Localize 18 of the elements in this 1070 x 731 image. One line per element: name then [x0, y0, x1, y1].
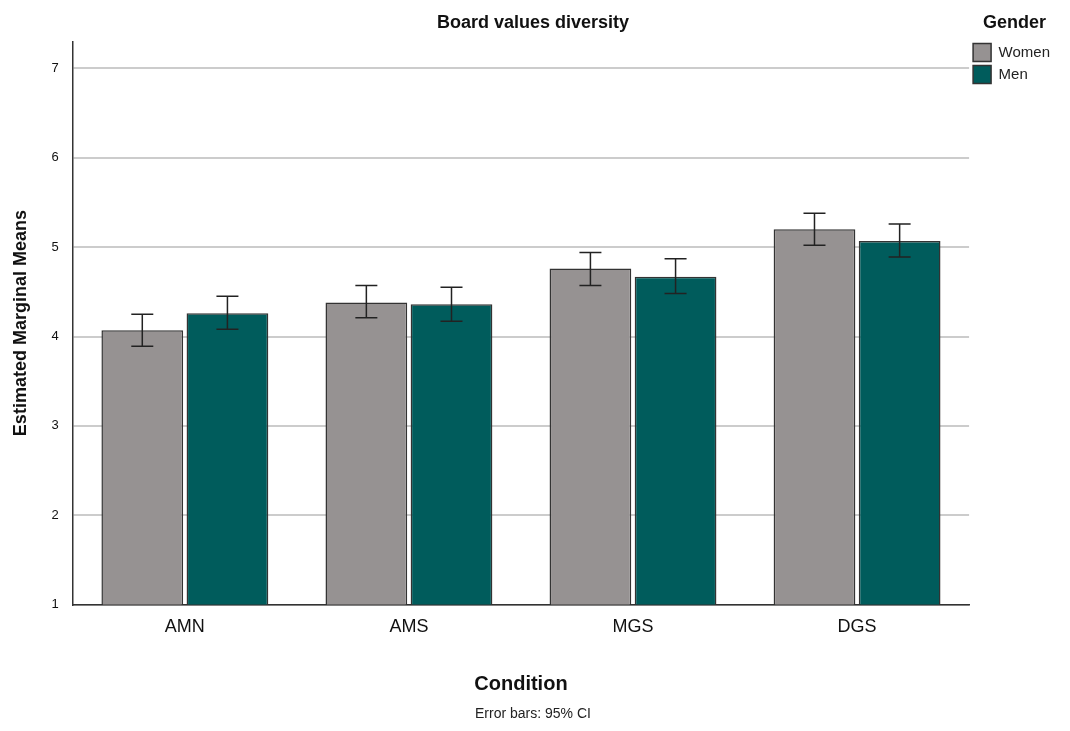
x-tick-label: DGS: [837, 616, 877, 637]
x-tick-label: AMS: [389, 616, 429, 637]
x-axis-title: Condition: [474, 671, 568, 694]
y-tick-label: 4: [51, 328, 59, 344]
legend-title: Gender: [983, 11, 1047, 32]
y-tick-label: 5: [51, 238, 59, 254]
x-tick-label: MGS: [612, 616, 654, 637]
y-tick-label: 6: [51, 149, 59, 165]
legend-label: Women: [998, 42, 1051, 60]
chart-title: Board values diversity: [436, 11, 630, 32]
y-tick-label: 2: [51, 506, 59, 522]
y-tick-label: 1: [51, 596, 59, 612]
text: Error bars: 95% CI: [475, 705, 591, 722]
x-tick-label: AMN: [164, 616, 205, 637]
legend-label: Men: [998, 64, 1028, 82]
y-tick-label: 7: [51, 59, 59, 75]
y-axis-title: Estimated Marginal Means: [9, 210, 30, 437]
y-tick-label: 3: [51, 417, 59, 433]
